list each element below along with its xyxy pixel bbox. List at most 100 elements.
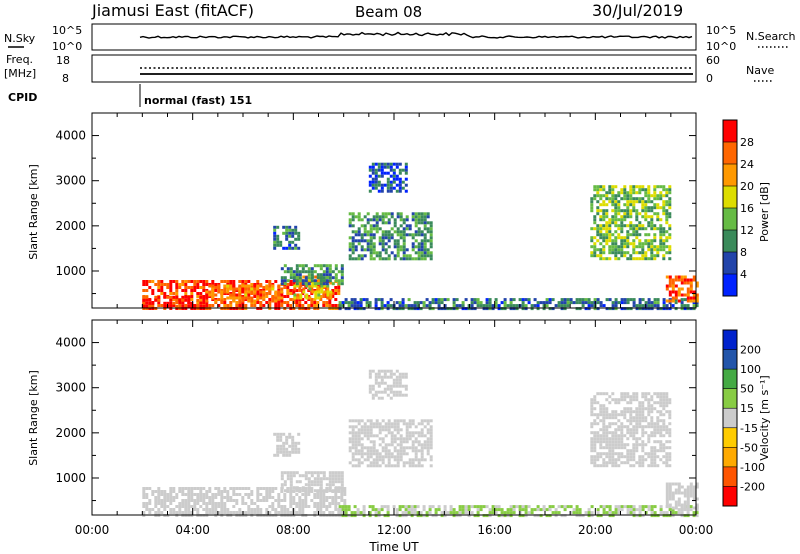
echo-cell	[653, 514, 657, 518]
echo-cell	[334, 286, 338, 289]
echo-cell	[617, 248, 621, 252]
echo-cell	[614, 428, 618, 432]
echo-cell	[602, 413, 606, 417]
echo-cell	[587, 301, 591, 305]
echo-cell	[429, 221, 433, 225]
echo-cell	[279, 444, 283, 448]
echo-cell	[380, 186, 384, 190]
echo-cell	[283, 511, 287, 514]
echo-cell	[291, 240, 295, 244]
echo-cell	[411, 443, 415, 447]
echo-cell	[593, 401, 597, 405]
echo-cell	[548, 298, 552, 302]
echo-cell	[193, 505, 197, 508]
echo-cell	[250, 499, 254, 502]
echo-cell	[593, 464, 597, 468]
echo-cell	[326, 287, 330, 291]
echo-cell	[647, 452, 651, 456]
echo-cell	[383, 183, 387, 187]
echo-cell	[650, 245, 654, 249]
echo-cell	[626, 215, 630, 219]
colorbar-tick-label: 20	[740, 180, 754, 193]
echo-cell	[304, 264, 308, 268]
echo-cell	[163, 292, 167, 295]
echo-cell	[668, 413, 672, 417]
echo-cell	[277, 493, 281, 496]
echo-cell	[611, 452, 615, 456]
echo-cell	[680, 304, 684, 308]
echo-cell	[617, 257, 621, 261]
echo-cell	[265, 508, 269, 511]
echo-cell	[641, 508, 645, 512]
echo-cell	[226, 496, 230, 499]
echo-cell	[229, 496, 233, 499]
echo-cell	[608, 511, 612, 515]
nsky-tick-hi: 10^5	[52, 24, 82, 37]
echo-cell	[280, 276, 284, 280]
echo-cell	[357, 230, 361, 234]
echo-cell	[426, 227, 430, 231]
echo-cell	[393, 239, 397, 243]
echo-cell	[325, 483, 329, 487]
echo-cell	[420, 218, 424, 222]
echo-cell	[220, 293, 224, 297]
echo-cell	[614, 458, 618, 462]
echo-cell	[455, 304, 459, 308]
echo-cell	[417, 464, 421, 468]
echo-cell	[202, 286, 206, 289]
echo-cell	[292, 499, 296, 502]
echo-cell	[659, 194, 663, 198]
echo-cell	[428, 301, 432, 305]
echo-cell	[283, 301, 287, 304]
echo-cell	[145, 295, 149, 299]
echo-cell	[294, 231, 298, 235]
echo-cell	[226, 508, 230, 511]
echo-cell	[238, 508, 242, 511]
echo-cell	[274, 296, 278, 300]
echo-cell	[638, 443, 642, 447]
echo-cell	[647, 224, 651, 228]
echo-cell	[611, 422, 615, 426]
echo-cell	[593, 398, 597, 402]
echo-cell	[396, 248, 400, 252]
echo-cell	[653, 449, 657, 453]
echo-cell	[381, 449, 385, 453]
echo-cell	[193, 487, 197, 490]
echo-cell	[635, 257, 639, 261]
echo-cell	[491, 307, 495, 311]
echo-cell	[351, 428, 355, 432]
echo-cell	[396, 455, 400, 459]
echo-cell	[644, 392, 648, 396]
echo-cell	[211, 505, 215, 508]
echo-cell	[297, 447, 301, 451]
echo-cell	[653, 257, 657, 261]
echo-cell	[190, 298, 194, 301]
echo-cell	[381, 248, 385, 252]
echo-cell	[626, 236, 630, 240]
echo-cell	[277, 304, 281, 307]
echo-cell	[307, 493, 311, 496]
echo-cell	[650, 508, 654, 512]
echo-cell	[357, 437, 361, 441]
echo-cell	[319, 493, 323, 496]
echo-cell	[662, 449, 666, 453]
echo-cell	[389, 186, 393, 190]
echo-cell	[304, 282, 308, 286]
echo-cell	[202, 487, 206, 490]
echo-cell	[340, 496, 344, 499]
echo-cell	[602, 245, 606, 249]
echo-cell	[402, 446, 406, 450]
echo-cell	[142, 295, 146, 299]
echo-cell	[668, 514, 672, 518]
echo-cell	[464, 307, 468, 311]
echo-cell	[238, 280, 242, 283]
echo-cell	[656, 410, 660, 414]
echo-cell	[319, 502, 323, 505]
nsearch-label: N.Search	[746, 30, 796, 43]
echo-cell	[641, 215, 645, 219]
echo-cell	[262, 293, 266, 297]
echo-cell	[638, 188, 642, 192]
echo-cell	[608, 248, 612, 252]
echo-cell	[145, 298, 149, 302]
echo-cell	[629, 254, 633, 258]
